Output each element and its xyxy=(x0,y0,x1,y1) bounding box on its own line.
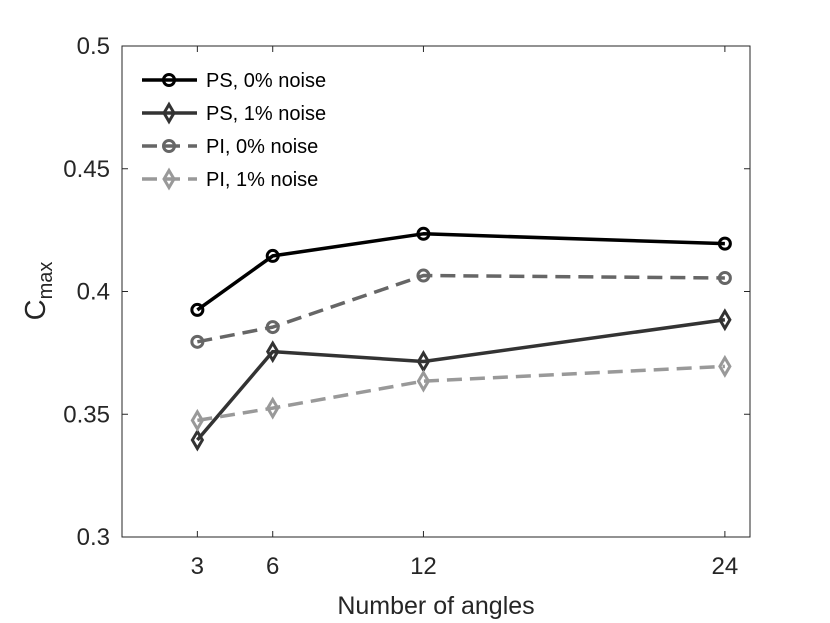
series-3 xyxy=(190,268,732,349)
x-axis-label: Number of angles xyxy=(337,592,534,620)
series-line xyxy=(196,232,725,312)
x-tick-label: 3 xyxy=(191,553,204,580)
data-point xyxy=(190,428,205,452)
data-point xyxy=(190,408,205,432)
y-axis-label: Cmax xyxy=(20,262,57,321)
diamond-marker-icon xyxy=(162,167,176,191)
legend-item: PS, 0% noise xyxy=(142,70,326,92)
x-tick-label: 6 xyxy=(266,553,279,580)
series-4 xyxy=(190,354,732,432)
data-point xyxy=(416,369,431,393)
data-point xyxy=(416,268,431,283)
y-tick-label: 0.4 xyxy=(77,279,110,306)
y-axis-label-main: C xyxy=(20,299,52,320)
y-tick-label: 0.45 xyxy=(63,156,110,183)
y-axis-label-subscript: max xyxy=(35,262,57,300)
circle-marker-icon xyxy=(162,139,176,153)
data-point xyxy=(190,334,205,349)
data-point xyxy=(717,236,732,251)
data-point xyxy=(265,396,280,420)
x-tick-label: 12 xyxy=(410,553,437,580)
data-point xyxy=(718,354,732,378)
data-point xyxy=(717,270,732,285)
data-point xyxy=(718,308,732,332)
circle-marker-icon xyxy=(162,73,176,87)
legend-item: PS, 1% noise xyxy=(142,101,326,125)
data-point xyxy=(190,302,205,317)
legend-item: PI, 0% noise xyxy=(142,136,318,158)
diamond-marker-icon xyxy=(162,101,176,125)
legend-label: PS, 0% noise xyxy=(206,70,326,92)
series-line xyxy=(197,364,725,423)
legend-label: PI, 0% noise xyxy=(206,136,318,158)
data-point xyxy=(265,248,280,263)
legend-item: PI, 1% noise xyxy=(142,167,318,191)
y-tick-label: 0.35 xyxy=(63,401,110,428)
data-point xyxy=(416,226,431,241)
series-2 xyxy=(190,308,732,452)
x-tick-label: 24 xyxy=(712,553,739,580)
series-1 xyxy=(190,226,732,317)
legend-label: PI, 1% noise xyxy=(206,169,318,191)
series-line xyxy=(196,317,726,442)
y-tick-label: 0.5 xyxy=(77,33,110,60)
data-point xyxy=(265,340,280,364)
y-tick-label: 0.3 xyxy=(77,524,110,551)
data-point xyxy=(265,320,280,335)
legend-label: PS, 1% noise xyxy=(206,103,326,125)
